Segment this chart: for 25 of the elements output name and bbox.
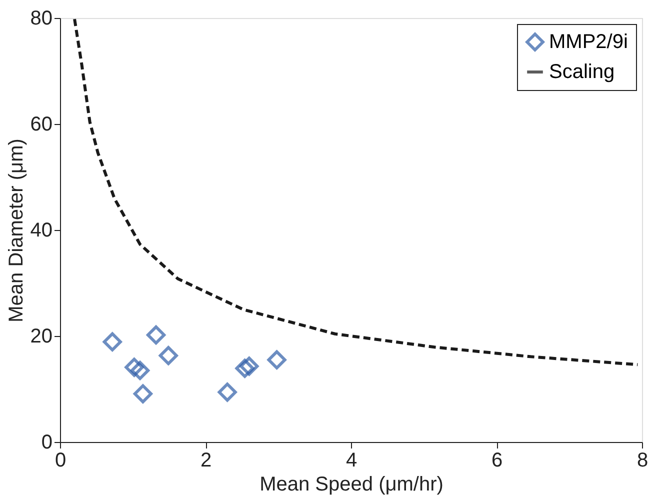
point xyxy=(146,325,166,344)
point xyxy=(158,346,178,366)
point xyxy=(102,332,122,352)
y-tick-label: 60 xyxy=(30,114,52,136)
point xyxy=(124,358,144,377)
point xyxy=(218,382,237,402)
y-tick-label: 20 xyxy=(30,326,52,348)
x-tick-label: 4 xyxy=(346,450,358,472)
point xyxy=(133,384,152,404)
x-tick-label: 2 xyxy=(200,450,212,472)
y-axis-title: Mean Diameter (μm) xyxy=(5,138,28,322)
point xyxy=(235,358,254,378)
x-axis-title: Mean Speed (μm/hr) xyxy=(260,474,444,496)
x-tick-label: 0 xyxy=(54,450,66,472)
line-series xyxy=(73,18,640,366)
point xyxy=(130,360,150,380)
x-tick-label: 6 xyxy=(491,450,503,472)
x-tick-label: 8 xyxy=(636,450,648,472)
y-tick-label: 80 xyxy=(30,8,52,30)
point xyxy=(240,356,259,376)
legend-label: MMP2/9i xyxy=(549,31,628,53)
point xyxy=(267,350,286,370)
legend-label: Scaling xyxy=(549,61,615,83)
y-tick-label: 40 xyxy=(30,220,52,242)
y-tick-label: 0 xyxy=(41,432,52,454)
